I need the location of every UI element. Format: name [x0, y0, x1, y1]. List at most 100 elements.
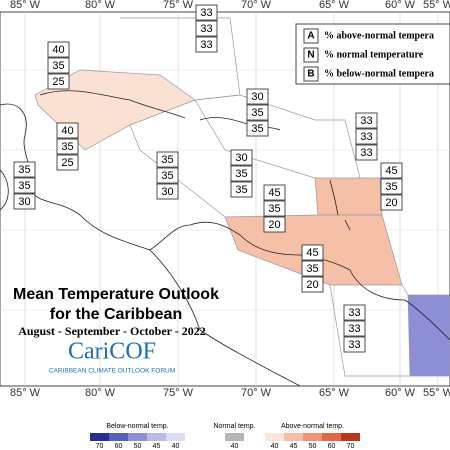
probability-cell — [380, 194, 403, 211]
probability-cell — [56, 138, 79, 155]
probability-value: 45 — [306, 247, 318, 259]
probability-cell — [13, 177, 36, 194]
probability-cell — [246, 88, 269, 105]
probability-cell — [301, 244, 324, 261]
legend-key-box — [303, 28, 319, 44]
coastline — [0, 169, 9, 211]
coastline — [39, 90, 186, 119]
probability-cell — [56, 154, 79, 171]
zone-line — [401, 284, 409, 296]
probability-value: 35 — [251, 107, 263, 119]
legend-key-box — [303, 47, 319, 63]
probability-cell — [195, 36, 218, 53]
probability-box: 35 35 30 — [13, 161, 36, 210]
colorbar-tick: 50 — [134, 443, 142, 450]
title-period: August - September - October - 2022 — [18, 324, 206, 338]
probability-cell — [246, 104, 269, 121]
probability-box: 30 35 35 — [246, 88, 269, 137]
zone-below — [407, 294, 450, 377]
probability-value: 33 — [348, 307, 360, 319]
probability-cell — [156, 167, 179, 184]
legend-text: % above-normal tempera — [324, 30, 434, 41]
colorbar-swatch — [303, 433, 322, 441]
probability-value: 33 — [348, 323, 360, 335]
bottom-lon-label: 65° W — [319, 387, 350, 399]
probability-cell — [355, 128, 378, 145]
probability-cell — [355, 144, 378, 161]
probability-boxes: 4035254035253535303535303333333035353035… — [13, 4, 403, 353]
probability-cell — [47, 57, 70, 74]
probability-cell — [343, 336, 366, 353]
probability-value: 20 — [268, 219, 280, 231]
probability-value: 20 — [306, 279, 318, 291]
probability-cell — [263, 184, 286, 201]
probability-value: 35 — [61, 141, 73, 153]
top-lon-label: 75° W — [163, 0, 194, 11]
bottom-lon-label: 55° W — [423, 387, 450, 399]
zone-line — [194, 94, 361, 179]
colorbar-tick: 70 — [96, 443, 104, 450]
probability-value: 33 — [200, 23, 212, 35]
probability-value: 35 — [161, 154, 173, 166]
probability-value: 30 — [251, 91, 263, 103]
colorbar: Below-normal temp. 70 60 50 45 40 Normal temp.… — [90, 423, 360, 450]
probability-box: 40 35 25 — [56, 122, 79, 171]
probability-box: 45 35 20 — [380, 162, 403, 211]
probability-value: 35 — [268, 203, 280, 215]
probability-value: 40 — [52, 44, 64, 56]
probability-cell — [263, 200, 286, 217]
probability-value: 40 — [61, 125, 73, 137]
zone-line — [194, 99, 316, 179]
zone-line — [329, 284, 410, 377]
colorbar-swatch — [90, 433, 109, 441]
colorbar-swatch — [265, 433, 284, 441]
probability-box: 35 35 30 — [156, 151, 179, 200]
title-line1: Mean Temperature Outlook — [13, 286, 219, 303]
colorbar-tick: 60 — [328, 443, 336, 450]
probability-cell — [230, 149, 253, 166]
top-lon-label: 55° W — [423, 0, 450, 11]
probability-value: 35 — [161, 170, 173, 182]
probability-value: 30 — [235, 152, 247, 164]
colorbar-swatch — [284, 433, 303, 441]
top-lon-label: 65° W — [319, 0, 350, 11]
probability-cell — [230, 181, 253, 198]
bottom-lon-label: 80° W — [85, 387, 116, 399]
probability-cell — [230, 165, 253, 182]
probability-value: 35 — [235, 168, 247, 180]
probability-cell — [47, 41, 70, 58]
colorbar-tick: 70 — [347, 443, 355, 450]
colorbar-swatch — [147, 433, 166, 441]
top-lon-label: 80° W — [85, 0, 116, 11]
legend-frame — [295, 23, 450, 85]
probability-value: 35 — [306, 263, 318, 275]
probability-box: 45 35 20 — [301, 244, 324, 293]
logo-name: CariCOF — [68, 339, 156, 365]
probability-value: 33 — [200, 39, 212, 51]
probability-value: 25 — [61, 157, 73, 169]
colorbar-swatch — [322, 433, 341, 441]
probability-value: 35 — [52, 60, 64, 72]
legend-key-box — [303, 66, 319, 82]
coastline — [329, 179, 351, 231]
probability-cell — [156, 183, 179, 200]
probability-cell — [13, 161, 36, 178]
colorbar-tick: 45 — [153, 443, 161, 450]
probability-value: 33 — [360, 115, 372, 127]
probability-value: 33 — [360, 147, 372, 159]
legend-key: A — [307, 31, 314, 42]
colorbar-label: Below-normal temp. — [106, 423, 168, 430]
top-lon-label: 70° W — [241, 0, 272, 11]
probability-box: 45 35 20 — [263, 184, 286, 233]
colorbar-tick: 45 — [290, 443, 298, 450]
probability-value: 35 — [18, 180, 30, 192]
probability-value: 35 — [385, 181, 397, 193]
probability-cell — [13, 193, 36, 210]
top-lon-label: 85° W — [10, 0, 41, 11]
probability-value: 30 — [18, 196, 30, 208]
probability-box: 33 33 33 — [195, 4, 218, 53]
probability-value: 33 — [348, 339, 360, 351]
colorbar-tick: 50 — [309, 443, 317, 450]
probability-box: 40 35 25 — [47, 41, 70, 90]
